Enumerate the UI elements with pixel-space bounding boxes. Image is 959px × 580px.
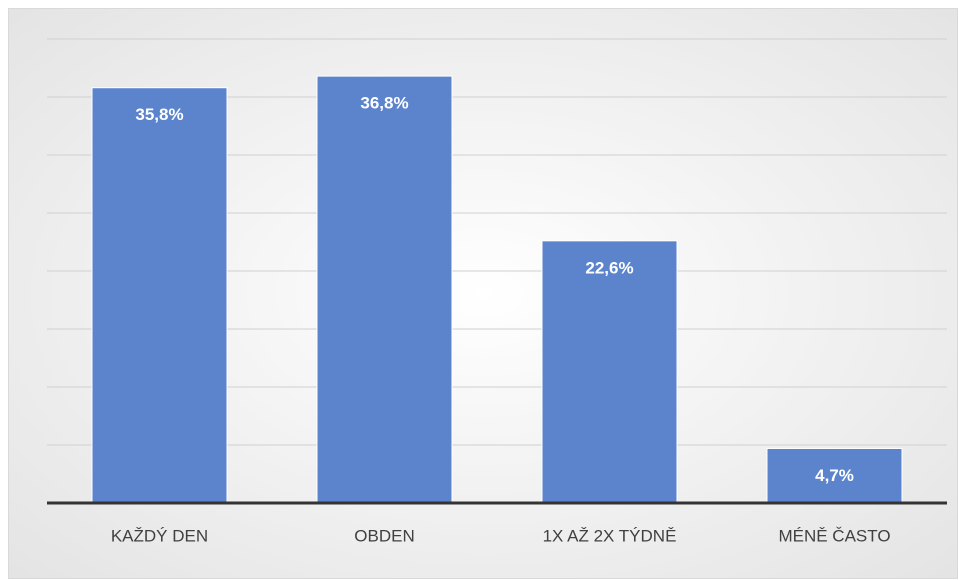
x-tick-label: KAŽDÝ DEN xyxy=(111,526,208,545)
bar xyxy=(91,87,228,504)
bar xyxy=(316,75,453,504)
x-tick-label: 1X AŽ 2X TÝDNĚ xyxy=(543,526,677,545)
x-tick-label: OBDEN xyxy=(354,526,414,545)
data-label: 35,8% xyxy=(135,105,183,124)
x-tick-label: MÉNĚ ČASTO xyxy=(778,526,890,545)
data-label: 4,7% xyxy=(815,466,854,485)
data-label: 22,6% xyxy=(585,258,633,277)
bar xyxy=(541,240,678,504)
data-label: 36,8% xyxy=(360,94,408,113)
